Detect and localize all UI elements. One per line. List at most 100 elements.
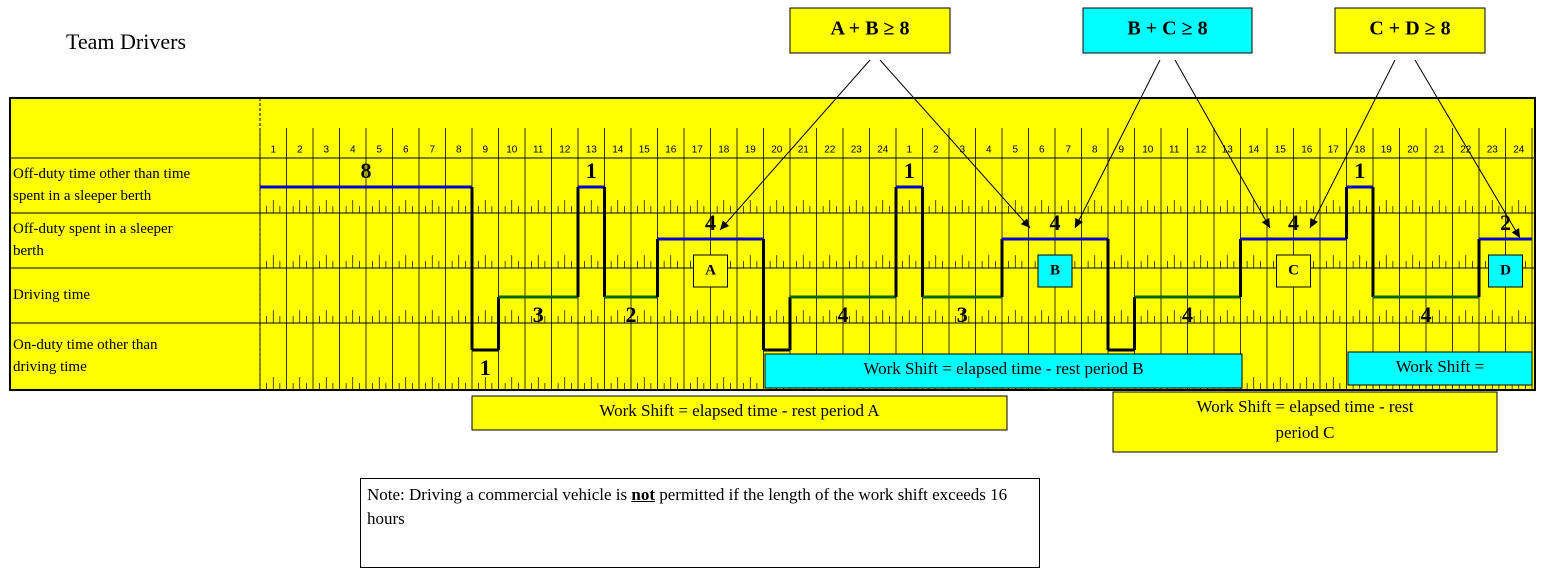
rest-box-label: C	[1288, 262, 1299, 278]
arrow	[1074, 59, 1161, 229]
segment-hours: 4	[1182, 302, 1193, 327]
arrow-head	[720, 220, 730, 230]
work-shift-text: Work Shift = elapsed time - rest	[1197, 397, 1414, 416]
segment-hours: 4	[1421, 302, 1432, 327]
segment-hours: 2	[1500, 210, 1511, 235]
rest-box	[1276, 254, 1311, 288]
hour-label: 4	[986, 145, 992, 156]
hour-label: 19	[745, 145, 757, 156]
hour-label: 24	[1513, 145, 1525, 156]
rest-box	[1037, 254, 1073, 288]
segment-hours: 1	[480, 355, 491, 380]
arrow	[1174, 59, 1271, 229]
arrow	[1309, 59, 1396, 229]
work-shift-text: Work Shift = elapsed time - rest period …	[599, 401, 880, 420]
rest-box-label: A	[705, 262, 716, 278]
hour-label: 8	[456, 145, 462, 156]
arrow	[719, 59, 871, 231]
segment-hours: 3	[957, 302, 968, 327]
hour-label: 13	[1222, 145, 1234, 156]
hour-label: 24	[877, 145, 889, 156]
hour-label: 11	[533, 145, 544, 156]
rest-box-label: B	[1050, 262, 1060, 278]
hour-label: 2	[933, 145, 939, 156]
work-shift-box	[1112, 391, 1498, 453]
hour-label: 20	[771, 145, 783, 156]
note: Note: Driving a commercial vehicle is no…	[360, 478, 1040, 568]
hour-label: 18	[718, 145, 730, 156]
row-label: driving time	[13, 359, 87, 375]
arrow-head	[1020, 218, 1030, 228]
page: {"title": "Team Drivers", "rows": [["Off…	[9, 7, 1536, 568]
rule-box	[1334, 7, 1486, 54]
hour-label: 17	[692, 145, 704, 156]
work-shift-box	[471, 395, 1008, 431]
segment-hours: 2	[626, 302, 637, 327]
hour-label: 21	[1434, 145, 1446, 156]
row-label: On-duty time other than	[13, 337, 158, 353]
arrow-head	[1511, 228, 1520, 238]
segment-hours: 8	[361, 158, 372, 183]
hour-label: 1	[906, 145, 912, 156]
row-label: Driving time	[13, 287, 90, 303]
work-shift-text: period C	[1275, 423, 1334, 442]
arrow-head	[1310, 218, 1318, 228]
hour-label: 7	[429, 145, 435, 156]
hour-label: 6	[403, 145, 409, 156]
hour-label: 4	[350, 145, 356, 156]
hour-label: 6	[1039, 145, 1045, 156]
hour-label: 5	[1012, 145, 1018, 156]
hour-label: 12	[1195, 145, 1207, 156]
hour-label: 10	[506, 145, 518, 156]
hour-label: 5	[376, 145, 382, 156]
note-text: Note: Driving a commercial vehicle is	[367, 485, 632, 504]
rule-box	[1082, 7, 1253, 54]
hour-label: 16	[665, 145, 677, 156]
arrow-head	[1075, 218, 1083, 228]
hour-label: 7	[1065, 145, 1071, 156]
hour-label: 10	[1142, 145, 1154, 156]
rule-box	[789, 7, 951, 54]
rule-text: A + B ≥ 8	[830, 18, 909, 40]
hour-label: 11	[1169, 145, 1180, 156]
segment-hours: 1	[1354, 158, 1365, 183]
rule-text: C + D ≥ 8	[1369, 18, 1450, 40]
note-emphasis: not	[631, 485, 655, 504]
rest-box-label: D	[1500, 262, 1511, 278]
hour-label: 13	[586, 145, 598, 156]
row-label: Off-duty spent in a sleeper	[13, 221, 173, 237]
segment-hours: 4	[1050, 210, 1061, 235]
segment-hours: 4	[1288, 210, 1299, 235]
hour-label: 21	[798, 145, 810, 156]
hour-label: 14	[1248, 145, 1260, 156]
rest-box	[1488, 254, 1523, 288]
hour-label: 15	[639, 145, 651, 156]
work-shift-text: Work Shift = elapsed time - rest period …	[863, 359, 1143, 378]
hour-label: 9	[482, 145, 488, 156]
arrow-head	[1261, 218, 1270, 228]
hour-label: 1	[270, 145, 276, 156]
segment-hours: 1	[904, 158, 915, 183]
segment-hours: 4	[838, 302, 849, 327]
work-shift-box	[764, 353, 1243, 389]
hour-label: 17	[1328, 145, 1340, 156]
hour-label: 3	[323, 145, 329, 156]
note-text: permitted if the length of the work shif…	[367, 485, 1008, 528]
hour-label: 9	[1118, 145, 1124, 156]
hour-label: 23	[1487, 145, 1499, 156]
hour-label: 22	[824, 145, 836, 156]
work-shift-text: Work Shift =	[1396, 357, 1485, 376]
grid-background	[9, 97, 1536, 391]
work-shift-box	[1347, 351, 1533, 386]
hour-label: 22	[1460, 145, 1472, 156]
segment-hours: 3	[533, 302, 544, 327]
hour-label: 19	[1381, 145, 1393, 156]
rule-text: B + C ≥ 8	[1127, 18, 1207, 40]
hour-label: 14	[612, 145, 624, 156]
hour-label: 23	[851, 145, 863, 156]
segment-hours: 1	[586, 158, 597, 183]
arrow	[879, 59, 1031, 229]
title: Team Drivers	[66, 29, 186, 54]
rest-box	[693, 254, 728, 288]
log-diagram: Team Drivers Off-duty time other than ti…	[9, 7, 1536, 453]
